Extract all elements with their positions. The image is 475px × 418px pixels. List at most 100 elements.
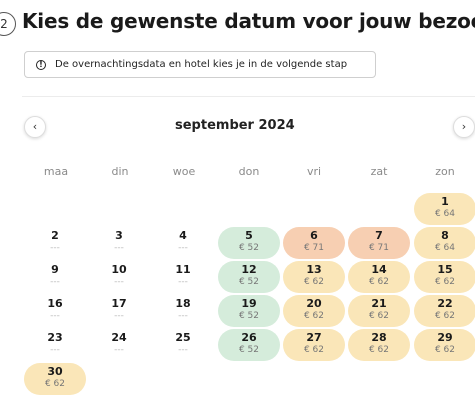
calendar-day[interactable]: 15 € 62	[414, 261, 475, 293]
calendar-day[interactable]: 7 € 71	[348, 227, 410, 259]
calendar-day[interactable]: 12 € 52	[218, 261, 280, 293]
day-number: 20	[306, 297, 322, 310]
calendar-day[interactable]: 8 € 64	[414, 227, 475, 259]
day-price: € 52	[238, 345, 260, 355]
day-price: € 52	[238, 311, 260, 321]
day-number: 2	[51, 229, 59, 242]
day-price: € 62	[434, 345, 456, 355]
day-price: ---	[178, 345, 188, 355]
day-number: 13	[306, 263, 322, 276]
day-price: ---	[114, 243, 124, 253]
day-number: 10	[111, 263, 127, 276]
day-price: € 64	[434, 209, 456, 219]
day-price: ---	[178, 277, 188, 287]
day-price: ---	[114, 311, 124, 321]
calendar-day[interactable]: 6 € 71	[283, 227, 345, 259]
day-number: 9	[51, 263, 59, 276]
calendar-day[interactable]: 22 € 62	[414, 295, 475, 327]
calendar-day[interactable]: 11 ---	[152, 261, 214, 293]
day-price: ---	[178, 243, 188, 253]
day-price: ---	[50, 243, 60, 253]
day-number: 24	[111, 331, 127, 344]
day-price: ---	[114, 277, 124, 287]
calendar-day[interactable]: 3 ---	[88, 227, 150, 259]
day-price: € 62	[368, 345, 390, 355]
day-price: € 71	[368, 243, 390, 253]
calendar-day[interactable]: 29 € 62	[414, 329, 475, 361]
day-price: € 64	[434, 243, 456, 253]
calendar-day[interactable]: 20 € 62	[283, 295, 345, 327]
day-number: 12	[241, 263, 257, 276]
day-number: 5	[245, 229, 253, 242]
day-number: 1	[441, 195, 449, 208]
calendar-day[interactable]: 23 ---	[24, 329, 86, 361]
weekday-sat: zat	[370, 165, 388, 178]
day-number: 19	[241, 297, 257, 310]
calendar-day[interactable]: 18 ---	[152, 295, 214, 327]
day-price: ---	[178, 311, 188, 321]
day-price: ---	[50, 277, 60, 287]
day-number: 16	[47, 297, 63, 310]
day-price: € 52	[238, 277, 260, 287]
calendar-day[interactable]: 26 € 52	[218, 329, 280, 361]
day-price: € 62	[368, 311, 390, 321]
calendar-day[interactable]: 14 € 62	[348, 261, 410, 293]
day-price: € 62	[434, 311, 456, 321]
info-text: De overnachtingsdata en hotel kies je in…	[55, 59, 348, 70]
weekday-sun: zon	[435, 165, 455, 178]
previous-month-button[interactable]: ‹	[24, 116, 46, 138]
day-price: € 71	[303, 243, 325, 253]
calendar-day[interactable]: 4 ---	[152, 227, 214, 259]
day-number: 28	[371, 331, 387, 344]
step-number: 2	[0, 12, 16, 36]
day-number: 6	[310, 229, 318, 242]
day-number: 15	[437, 263, 453, 276]
calendar-day[interactable]: 13 € 62	[283, 261, 345, 293]
next-month-button[interactable]: ›	[453, 116, 475, 138]
day-price: ---	[114, 345, 124, 355]
calendar-day[interactable]: 27 € 62	[283, 329, 345, 361]
calendar-day[interactable]: 16 ---	[24, 295, 86, 327]
chevron-right-icon: ›	[461, 120, 467, 133]
day-price: € 62	[434, 277, 456, 287]
calendar-day[interactable]: 25 ---	[152, 329, 214, 361]
day-price: € 62	[303, 311, 325, 321]
day-number: 3	[115, 229, 123, 242]
calendar-day[interactable]: 17 ---	[88, 295, 150, 327]
divider	[22, 96, 475, 97]
day-number: 23	[47, 331, 63, 344]
calendar-day[interactable]: 5 € 52	[218, 227, 280, 259]
day-number: 21	[371, 297, 387, 310]
calendar-day[interactable]: 24 ---	[88, 329, 150, 361]
day-number: 18	[175, 297, 191, 310]
calendar-day[interactable]: 21 € 62	[348, 295, 410, 327]
calendar-day[interactable]: 10 ---	[88, 261, 150, 293]
day-number: 30	[47, 365, 63, 378]
day-price: € 52	[238, 243, 260, 253]
weekday-mon: maa	[43, 165, 69, 178]
day-number: 26	[241, 331, 257, 344]
page-title: Kies de gewenste datum voor jouw bezoek	[22, 9, 475, 33]
day-price: ---	[50, 311, 60, 321]
info-icon: !	[36, 59, 46, 70]
calendar-day[interactable]: 30 € 62	[24, 363, 86, 395]
calendar-day[interactable]: 1 € 64	[414, 193, 475, 225]
day-number: 25	[175, 331, 191, 344]
month-label: september 2024	[175, 118, 295, 133]
weekday-thu: don	[238, 165, 260, 178]
day-number: 4	[179, 229, 187, 242]
weekday-fri: vri	[306, 165, 322, 178]
chevron-left-icon: ‹	[32, 120, 38, 133]
calendar-day[interactable]: 19 € 52	[218, 295, 280, 327]
calendar-day[interactable]: 9 ---	[24, 261, 86, 293]
info-notice: ! De overnachtingsdata en hotel kies je …	[24, 51, 376, 78]
calendar-day[interactable]: 2 ---	[24, 227, 86, 259]
day-price: ---	[50, 345, 60, 355]
day-number: 7	[375, 229, 383, 242]
day-price: € 62	[303, 277, 325, 287]
day-number: 14	[371, 263, 387, 276]
calendar-day[interactable]: 28 € 62	[348, 329, 410, 361]
day-number: 29	[437, 331, 453, 344]
day-price: € 62	[368, 277, 390, 287]
weekday-tue: din	[111, 165, 129, 178]
